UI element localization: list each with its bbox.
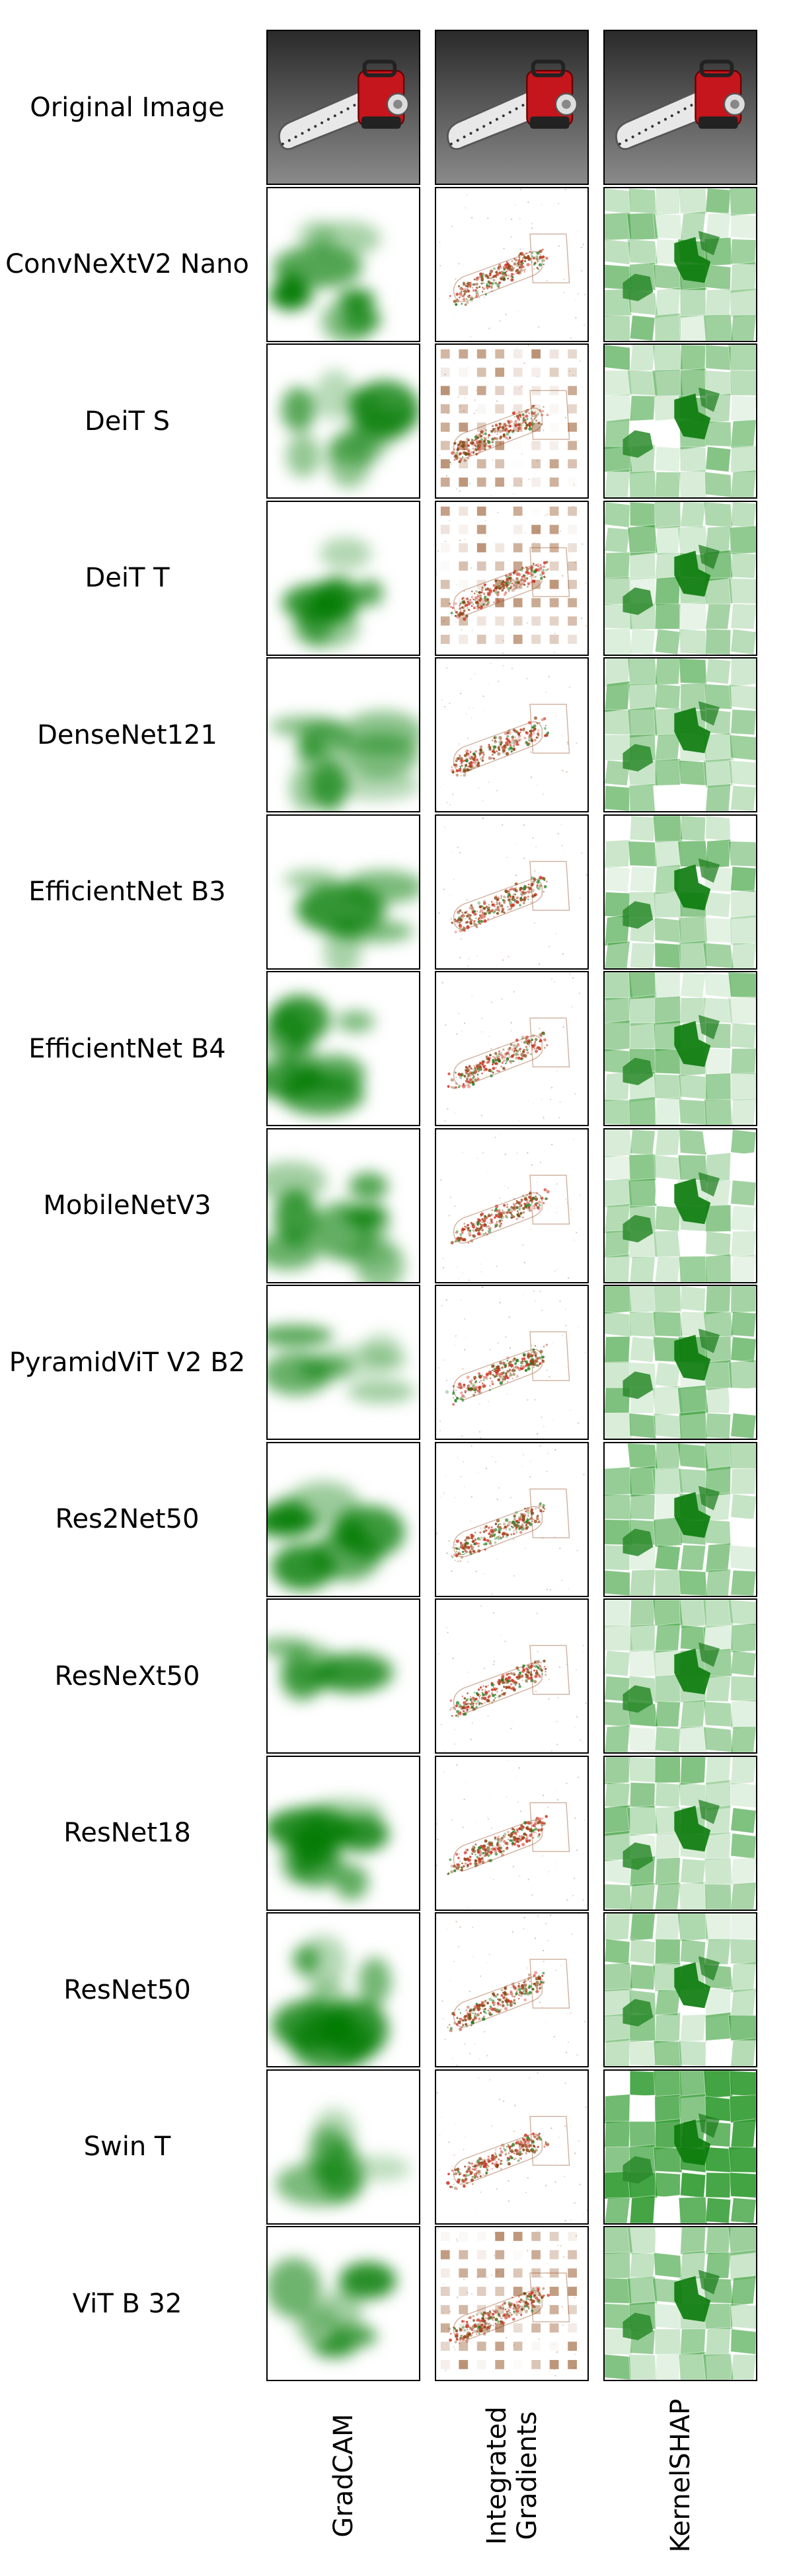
row-label-model: DeiT S bbox=[84, 406, 170, 437]
gradcam-heatmap bbox=[266, 500, 420, 656]
integrated-gradients-map bbox=[435, 1598, 589, 1754]
kernelshap-superpixel-map bbox=[603, 1598, 757, 1754]
row-label-model: DenseNet121 bbox=[37, 719, 217, 750]
integrated-gradients-map bbox=[435, 657, 589, 812]
kernelshap-superpixel-map bbox=[603, 343, 757, 499]
kernelshap-superpixel-map bbox=[603, 1441, 757, 1597]
column-label-gradcam: GradCAM bbox=[328, 2413, 359, 2538]
kernelshap-superpixel-map bbox=[603, 1285, 757, 1440]
row-label-model: Swin T bbox=[83, 2131, 171, 2162]
original-image-2 bbox=[603, 30, 757, 185]
gradcam-heatmap bbox=[266, 343, 420, 499]
kernelshap-superpixel-map bbox=[603, 1912, 757, 2067]
integrated-gradients-map bbox=[435, 343, 589, 499]
gradcam-heatmap bbox=[266, 1127, 420, 1283]
kernelshap-superpixel-map bbox=[603, 2069, 757, 2225]
chainsaw-photo bbox=[447, 59, 578, 150]
chainsaw-photo bbox=[278, 59, 410, 150]
original-image-0 bbox=[266, 30, 420, 185]
gradcam-heatmap bbox=[266, 1598, 420, 1754]
row-label-model: EfficientNet B4 bbox=[28, 1033, 226, 1064]
gradcam-heatmap bbox=[266, 1912, 420, 2067]
row-label-model: ConvNeXtV2 Nano bbox=[5, 249, 249, 279]
row-label-model: ResNet18 bbox=[63, 1818, 191, 1848]
gradcam-heatmap bbox=[266, 1755, 420, 1911]
integrated-gradients-map bbox=[435, 1127, 589, 1283]
kernelshap-superpixel-map bbox=[603, 500, 757, 656]
kernelshap-superpixel-map bbox=[603, 1755, 757, 1911]
gradcam-heatmap bbox=[266, 1441, 420, 1597]
row-label-model: DeiT T bbox=[85, 563, 170, 593]
kernelshap-superpixel-map bbox=[603, 1127, 757, 1283]
gradcam-heatmap bbox=[266, 971, 420, 1126]
integrated-gradients-map bbox=[435, 1441, 589, 1597]
gradcam-heatmap bbox=[266, 814, 420, 970]
gradcam-heatmap bbox=[266, 2069, 420, 2225]
gradcam-heatmap bbox=[266, 657, 420, 812]
chainsaw-photo bbox=[615, 59, 747, 150]
row-label-model: Res2Net50 bbox=[55, 1504, 200, 1534]
kernelshap-superpixel-map bbox=[603, 814, 757, 970]
row-label-model: PyramidViT V2 B2 bbox=[9, 1347, 246, 1378]
integrated-gradients-map bbox=[435, 186, 589, 342]
row-label-model: ViT B 32 bbox=[72, 2288, 182, 2319]
row-label-model: MobileNetV3 bbox=[43, 1190, 211, 1221]
row-label-model: EfficientNet B3 bbox=[28, 877, 226, 907]
column-label-integrated-gradients: Integrated Gradients bbox=[481, 2406, 543, 2545]
kernelshap-superpixel-map bbox=[603, 971, 757, 1126]
gradcam-heatmap bbox=[266, 2226, 420, 2381]
column-label-kernelshap: KernelSHAP bbox=[665, 2398, 696, 2552]
row-label-model: ResNet50 bbox=[63, 1974, 191, 2005]
integrated-gradients-map bbox=[435, 500, 589, 656]
kernelshap-superpixel-map bbox=[603, 2226, 757, 2381]
integrated-gradients-map bbox=[435, 1755, 589, 1911]
integrated-gradients-map bbox=[435, 971, 589, 1126]
gradcam-heatmap bbox=[266, 1285, 420, 1440]
row-label-model: ResNeXt50 bbox=[54, 1661, 200, 1692]
integrated-gradients-map bbox=[435, 2226, 589, 2381]
kernelshap-superpixel-map bbox=[603, 186, 757, 342]
kernelshap-superpixel-map bbox=[603, 657, 757, 812]
integrated-gradients-map bbox=[435, 2069, 589, 2225]
integrated-gradients-map bbox=[435, 814, 589, 970]
gradcam-heatmap bbox=[266, 186, 420, 342]
integrated-gradients-map bbox=[435, 1912, 589, 2067]
original-image-1 bbox=[435, 30, 589, 185]
integrated-gradients-map bbox=[435, 1285, 589, 1440]
row-label-original-image: Original Image bbox=[30, 92, 225, 123]
